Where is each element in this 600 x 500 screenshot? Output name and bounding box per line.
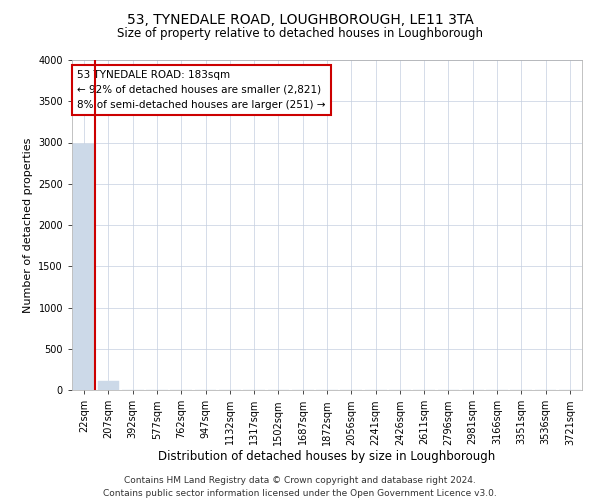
Text: Contains HM Land Registry data © Crown copyright and database right 2024.
Contai: Contains HM Land Registry data © Crown c… [103, 476, 497, 498]
Text: 53, TYNEDALE ROAD, LOUGHBOROUGH, LE11 3TA: 53, TYNEDALE ROAD, LOUGHBOROUGH, LE11 3T… [127, 12, 473, 26]
Text: Size of property relative to detached houses in Loughborough: Size of property relative to detached ho… [117, 28, 483, 40]
Y-axis label: Number of detached properties: Number of detached properties [23, 138, 32, 312]
Bar [97, 381, 119, 390]
Text: 53 TYNEDALE ROAD: 183sqm
← 92% of detached houses are smaller (2,821)
8% of semi: 53 TYNEDALE ROAD: 183sqm ← 92% of detach… [77, 70, 326, 110]
X-axis label: Distribution of detached houses by size in Loughborough: Distribution of detached houses by size … [158, 450, 496, 463]
Bar [73, 144, 95, 390]
